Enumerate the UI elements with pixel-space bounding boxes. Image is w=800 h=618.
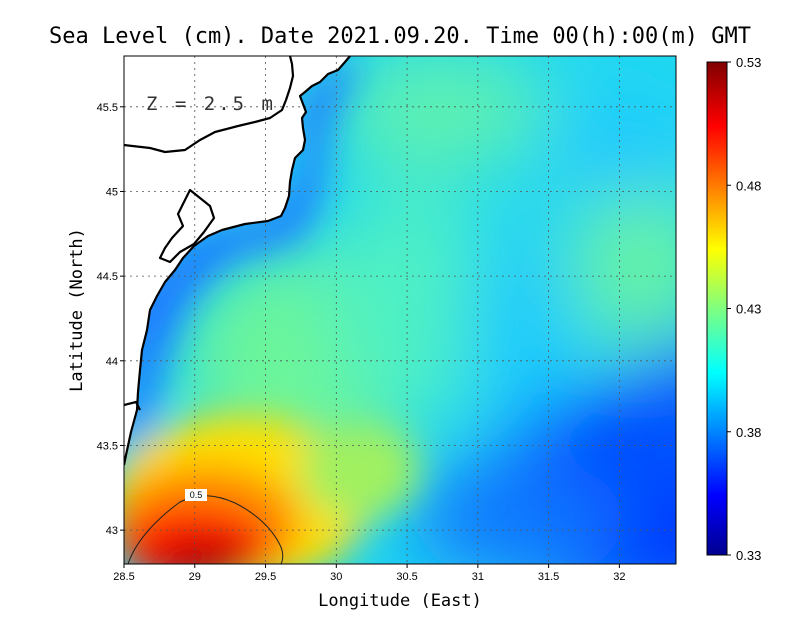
y-tick-label: 43	[106, 525, 118, 537]
sea-level-field	[124, 56, 676, 564]
y-axis-ticks: 43 43.5 44 44.5 45 45.5	[97, 102, 124, 537]
field-region-north-green	[330, 56, 550, 170]
x-tick-label: 30.5	[396, 571, 417, 583]
x-axis-ticks: 28.5 29 29.5 30 30.5 31 31.5 32	[113, 564, 626, 583]
colorbar: 0.53 0.48 0.43 0.38 0.33	[706, 55, 761, 563]
colorbar-tick-label: 0.43	[736, 302, 761, 317]
coastline	[124, 56, 351, 466]
contour-0-5: 0.5	[127, 489, 284, 564]
colorbar-tick-label: 0.53	[736, 55, 761, 70]
field-region-center-mid	[330, 180, 490, 420]
coastline-main	[124, 56, 351, 466]
x-tick-label: 29	[189, 571, 201, 583]
y-tick-label: 43.5	[97, 440, 118, 452]
y-tick-label: 45.5	[97, 102, 118, 114]
contour-label: 0.5	[190, 490, 203, 500]
x-tick-label: 31	[472, 571, 484, 583]
x-axis-label: Longitude (East)	[318, 591, 482, 611]
grid-lines	[124, 56, 676, 564]
colorbar-tick-label: 0.48	[736, 178, 761, 193]
x-tick-label: 30	[330, 571, 342, 583]
field-region-northeast-green	[570, 170, 676, 350]
colorbar-ticks: 0.53 0.48 0.43 0.38 0.33	[727, 55, 761, 563]
y-tick-label: 44	[106, 356, 118, 368]
coastline-river-mouth	[124, 400, 141, 411]
contour-line	[127, 495, 284, 564]
depth-label: Z = 2.5 m	[146, 93, 276, 115]
y-tick-label: 45	[106, 186, 118, 198]
x-tick-label: 32	[613, 571, 625, 583]
coastline-inlet-lagoon	[158, 188, 216, 264]
plot-frame	[123, 55, 677, 565]
map-title: Sea Level (cm). Date 2021.09.20. Time 00…	[49, 24, 751, 49]
colorbar-gradient	[706, 61, 728, 556]
coastline-inlet-north	[124, 56, 295, 154]
x-tick-label: 31.5	[538, 571, 559, 583]
field-southwest-darkred	[155, 542, 255, 564]
field-region-east-low	[620, 341, 676, 499]
field-region-northeast-cyan	[550, 100, 676, 200]
x-tick-label: 28.5	[113, 571, 134, 583]
colorbar-tick-label: 0.38	[736, 425, 761, 440]
field-coastal-band	[124, 60, 360, 470]
field-south-green	[300, 420, 420, 520]
y-axis-label: Latitude (North)	[67, 228, 87, 392]
contour-label-box	[185, 489, 207, 501]
y-tick-label: 44.5	[97, 271, 118, 283]
field-region-east-cyan	[470, 230, 570, 430]
x-tick-label: 29.5	[255, 571, 276, 583]
field-region-south-mid	[410, 460, 630, 564]
colorbar-tick-label: 0.33	[736, 548, 761, 563]
